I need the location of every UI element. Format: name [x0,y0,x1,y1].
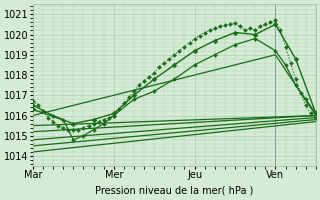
X-axis label: Pression niveau de la mer( hPa ): Pression niveau de la mer( hPa ) [95,186,253,196]
